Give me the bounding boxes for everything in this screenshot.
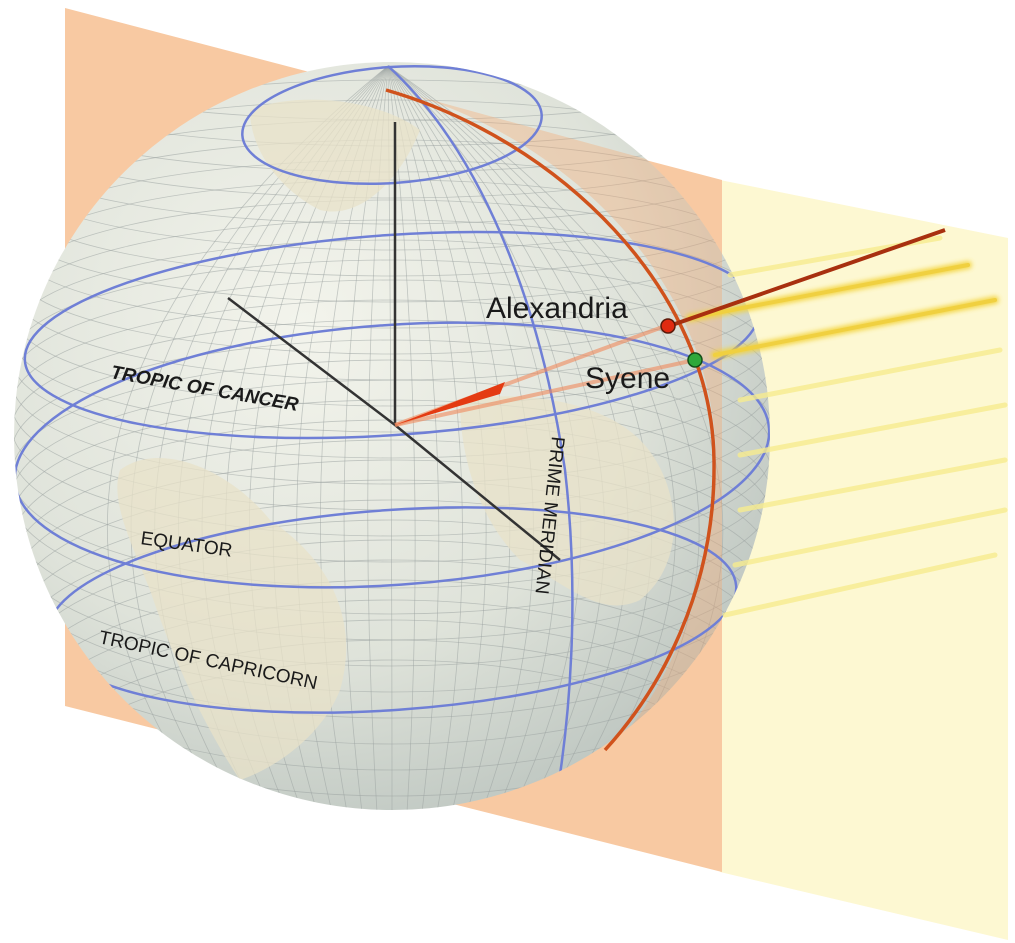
sun-ray-alexandria xyxy=(671,228,946,327)
grid-line xyxy=(14,179,770,355)
sunlight-plane xyxy=(720,180,1008,940)
grid-line xyxy=(387,65,700,810)
grid-line xyxy=(387,65,653,810)
grid-line xyxy=(107,65,389,810)
sun-rays xyxy=(686,235,1008,618)
alexandria-dot xyxy=(660,318,676,334)
grid-line xyxy=(14,62,770,199)
grid-line xyxy=(387,65,440,810)
center-lines xyxy=(227,122,561,561)
grid-line xyxy=(387,65,676,810)
grid-line xyxy=(14,279,770,485)
syene-radius xyxy=(394,358,696,427)
grid-line xyxy=(14,559,770,810)
grid-line xyxy=(14,539,770,810)
grid-line xyxy=(14,259,770,459)
grid-line xyxy=(387,65,416,810)
alexandria-label: Alexandria xyxy=(486,292,628,325)
grid-line xyxy=(14,219,770,407)
grid-line xyxy=(14,239,770,433)
syene-label: Syene xyxy=(585,362,670,395)
prime-meridian-line xyxy=(387,65,574,807)
grid-line xyxy=(14,339,770,563)
angle-wedge xyxy=(395,382,505,425)
orange-meridian xyxy=(385,88,716,752)
syene-dot xyxy=(687,352,703,368)
grid-line xyxy=(14,319,770,537)
